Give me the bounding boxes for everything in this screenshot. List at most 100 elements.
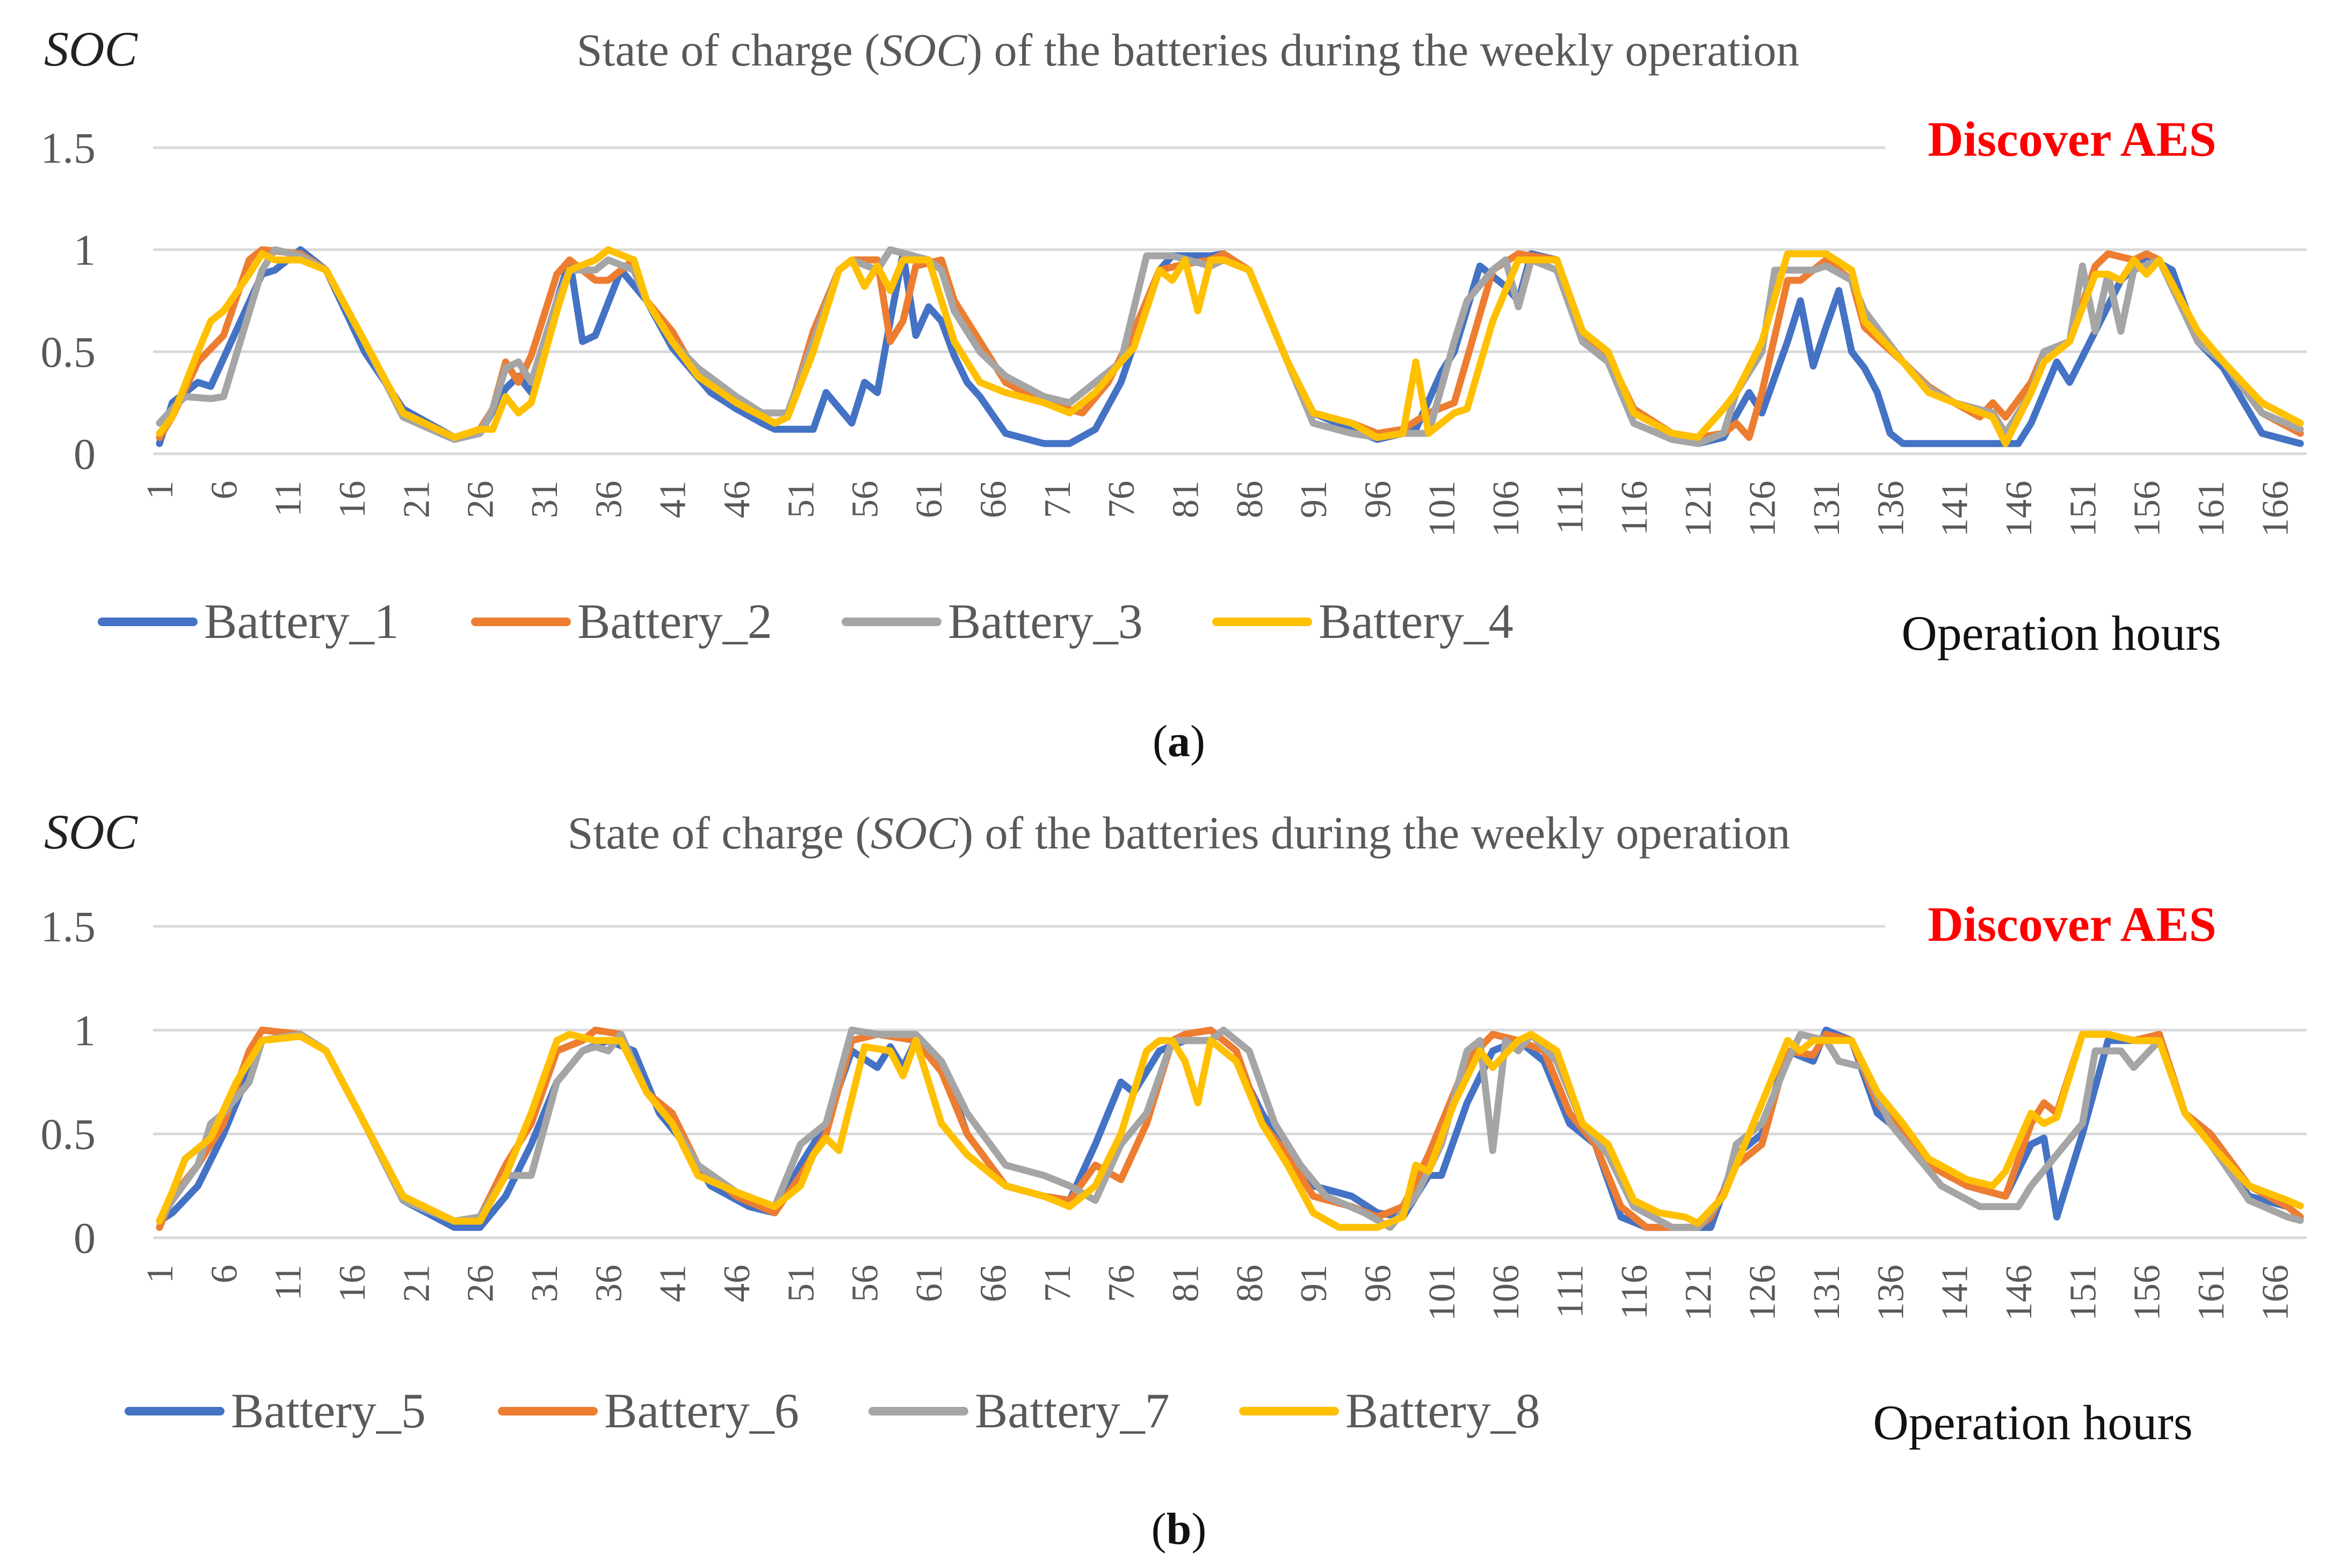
x-tick-label-b: 16 xyxy=(332,1265,373,1302)
chart-title-a: State of charge (SOC) of the batteries d… xyxy=(577,24,1800,76)
x-tick-label-b: 51 xyxy=(780,1265,822,1302)
panel-b: SOC State of charge (SOC) of the batteri… xyxy=(44,804,2217,1554)
x-tick-label-a: 126 xyxy=(1742,481,1784,537)
y-tick-label-b: 1.5 xyxy=(41,902,96,951)
x-tick-label-b: 121 xyxy=(1678,1265,1719,1321)
x-tick-label-a: 91 xyxy=(1293,481,1335,518)
legend-label-battery-6: Battery_6 xyxy=(604,1383,799,1438)
x-tick-label-b: 161 xyxy=(2191,1265,2232,1321)
legend-label-battery-2: Battery_2 xyxy=(577,594,772,649)
subfigure-label-b: (b) xyxy=(1151,1504,1207,1554)
x-tick-label-b: 1 xyxy=(140,1265,181,1283)
series-line-battery-8 xyxy=(156,1030,2304,1231)
legend-label-battery-3: Battery_3 xyxy=(948,594,1143,649)
x-tick-label-b: 146 xyxy=(1998,1265,2040,1321)
x-tick-label-b: 81 xyxy=(1165,1265,1206,1302)
legend-label-battery-5: Battery_5 xyxy=(231,1383,426,1438)
legend-label-battery-1: Battery_1 xyxy=(204,594,399,649)
x-tick-label-b: 151 xyxy=(2062,1265,2104,1321)
x-tick-label-a: 101 xyxy=(1422,481,1463,537)
x-tick-label-a: 11 xyxy=(268,481,309,517)
x-tick-label-a: 141 xyxy=(1935,481,1976,537)
x-tick-label-a: 166 xyxy=(2255,481,2296,537)
x-tick-label-b: 26 xyxy=(460,1265,502,1302)
x-tick-label-a: 21 xyxy=(396,481,437,518)
x-tick-label-a: 86 xyxy=(1229,481,1271,518)
y-axis-label-b: SOC xyxy=(44,804,138,859)
legend-label-battery-4: Battery_4 xyxy=(1319,594,1513,649)
y-tick-label-b: 1 xyxy=(74,1006,96,1055)
x-tick-label-a: 66 xyxy=(973,481,1014,518)
x-tick-label-a: 161 xyxy=(2191,481,2232,537)
x-tick-label-a: 61 xyxy=(909,481,950,518)
x-tick-label-b: 21 xyxy=(396,1265,437,1302)
x-tick-label-b: 91 xyxy=(1293,1265,1335,1302)
chart-title-b: State of charge (SOC) of the batteries d… xyxy=(568,807,1791,859)
x-tick-label-a: 51 xyxy=(780,481,822,518)
x-tick-label-b: 61 xyxy=(909,1265,950,1302)
x-tick-label-b: 76 xyxy=(1101,1265,1142,1302)
legend-label-battery-8: Battery_8 xyxy=(1345,1383,1540,1438)
x-tick-label-b: 86 xyxy=(1229,1265,1271,1302)
x-tick-label-a: 111 xyxy=(1550,481,1591,534)
x-tick-label-a: 76 xyxy=(1101,481,1142,518)
x-tick-label-b: 71 xyxy=(1037,1265,1078,1302)
x-tick-label-b: 116 xyxy=(1614,1265,1655,1319)
x-tick-label-a: 36 xyxy=(588,481,629,518)
x-tick-label-a: 106 xyxy=(1486,481,1527,537)
x-tick-label-b: 101 xyxy=(1422,1265,1463,1321)
x-tick-label-b: 66 xyxy=(973,1265,1014,1302)
x-tick-label-a: 136 xyxy=(1870,481,1911,537)
x-tick-label-b: 156 xyxy=(2127,1265,2168,1321)
x-axis-label-b: Operation hours xyxy=(1873,1395,2192,1450)
x-tick-label-a: 146 xyxy=(1998,481,2040,537)
y-tick-label-b: 0 xyxy=(74,1214,96,1262)
series-line-battery-4 xyxy=(156,246,2304,447)
x-tick-label-b: 96 xyxy=(1357,1265,1399,1302)
x-tick-label-b: 11 xyxy=(268,1265,309,1301)
x-tick-label-b: 126 xyxy=(1742,1265,1784,1321)
x-tick-label-b: 106 xyxy=(1486,1265,1527,1321)
x-tick-label-b: 111 xyxy=(1550,1265,1591,1318)
x-tick-label-a: 96 xyxy=(1357,481,1399,518)
x-tick-label-b: 6 xyxy=(204,1265,245,1283)
x-tick-label-a: 121 xyxy=(1678,481,1719,537)
x-tick-label-a: 116 xyxy=(1614,481,1655,535)
plot-area: 00.511.51 6 11 16 21 26 31 36 41 46 51 56 61 66 71 76 81… xyxy=(41,124,2307,1438)
x-axis-label-a: Operation hours xyxy=(1901,606,2221,660)
y-tick-label-a: 1 xyxy=(74,226,96,274)
x-tick-label-b: 31 xyxy=(524,1265,566,1302)
x-tick-label-b: 46 xyxy=(716,1265,758,1302)
x-tick-label-a: 6 xyxy=(204,481,245,499)
x-tick-label-a: 16 xyxy=(332,481,373,518)
y-tick-label-b: 0.5 xyxy=(41,1110,96,1159)
brand-label-a: Discover AES xyxy=(1928,112,2217,166)
x-tick-label-a: 31 xyxy=(524,481,566,518)
x-tick-label-a: 131 xyxy=(1806,481,1848,537)
chart-a: 00.511.51 6 11 16 21 26 31 36 41 46 51 56 61 66 71 76 81… xyxy=(41,124,2307,649)
x-tick-label-b: 41 xyxy=(653,1265,694,1302)
x-tick-label-a: 81 xyxy=(1165,481,1206,518)
y-tick-label-a: 0 xyxy=(74,430,96,478)
x-tick-label-b: 56 xyxy=(845,1265,886,1302)
x-tick-label-a: 46 xyxy=(716,481,758,518)
x-tick-label-b: 136 xyxy=(1870,1265,1911,1321)
x-tick-label-a: 151 xyxy=(2062,481,2104,537)
subfigure-label-a: (a) xyxy=(1153,716,1205,766)
x-tick-label-b: 141 xyxy=(1935,1265,1976,1321)
x-tick-label-a: 71 xyxy=(1037,481,1078,518)
y-tick-label-a: 0.5 xyxy=(41,328,96,376)
x-tick-label-a: 156 xyxy=(2127,481,2168,537)
x-tick-label-b: 131 xyxy=(1806,1265,1848,1321)
x-tick-label-a: 41 xyxy=(653,481,694,518)
brand-label-b: Discover AES xyxy=(1928,897,2217,952)
legend-label-battery-7: Battery_7 xyxy=(975,1383,1170,1438)
chart-b: 00.511.51 6 11 16 21 26 31 36 41 46 51 56 61 66 71 76 81… xyxy=(41,902,2307,1438)
x-tick-label-a: 1 xyxy=(140,481,181,499)
panel-a: SOC State of charge (SOC) of the batteri… xyxy=(44,21,2221,766)
y-tick-label-a: 1.5 xyxy=(41,124,96,172)
y-axis-label-a: SOC xyxy=(44,21,138,76)
x-tick-label-b: 166 xyxy=(2255,1265,2296,1321)
x-tick-label-b: 36 xyxy=(588,1265,629,1302)
